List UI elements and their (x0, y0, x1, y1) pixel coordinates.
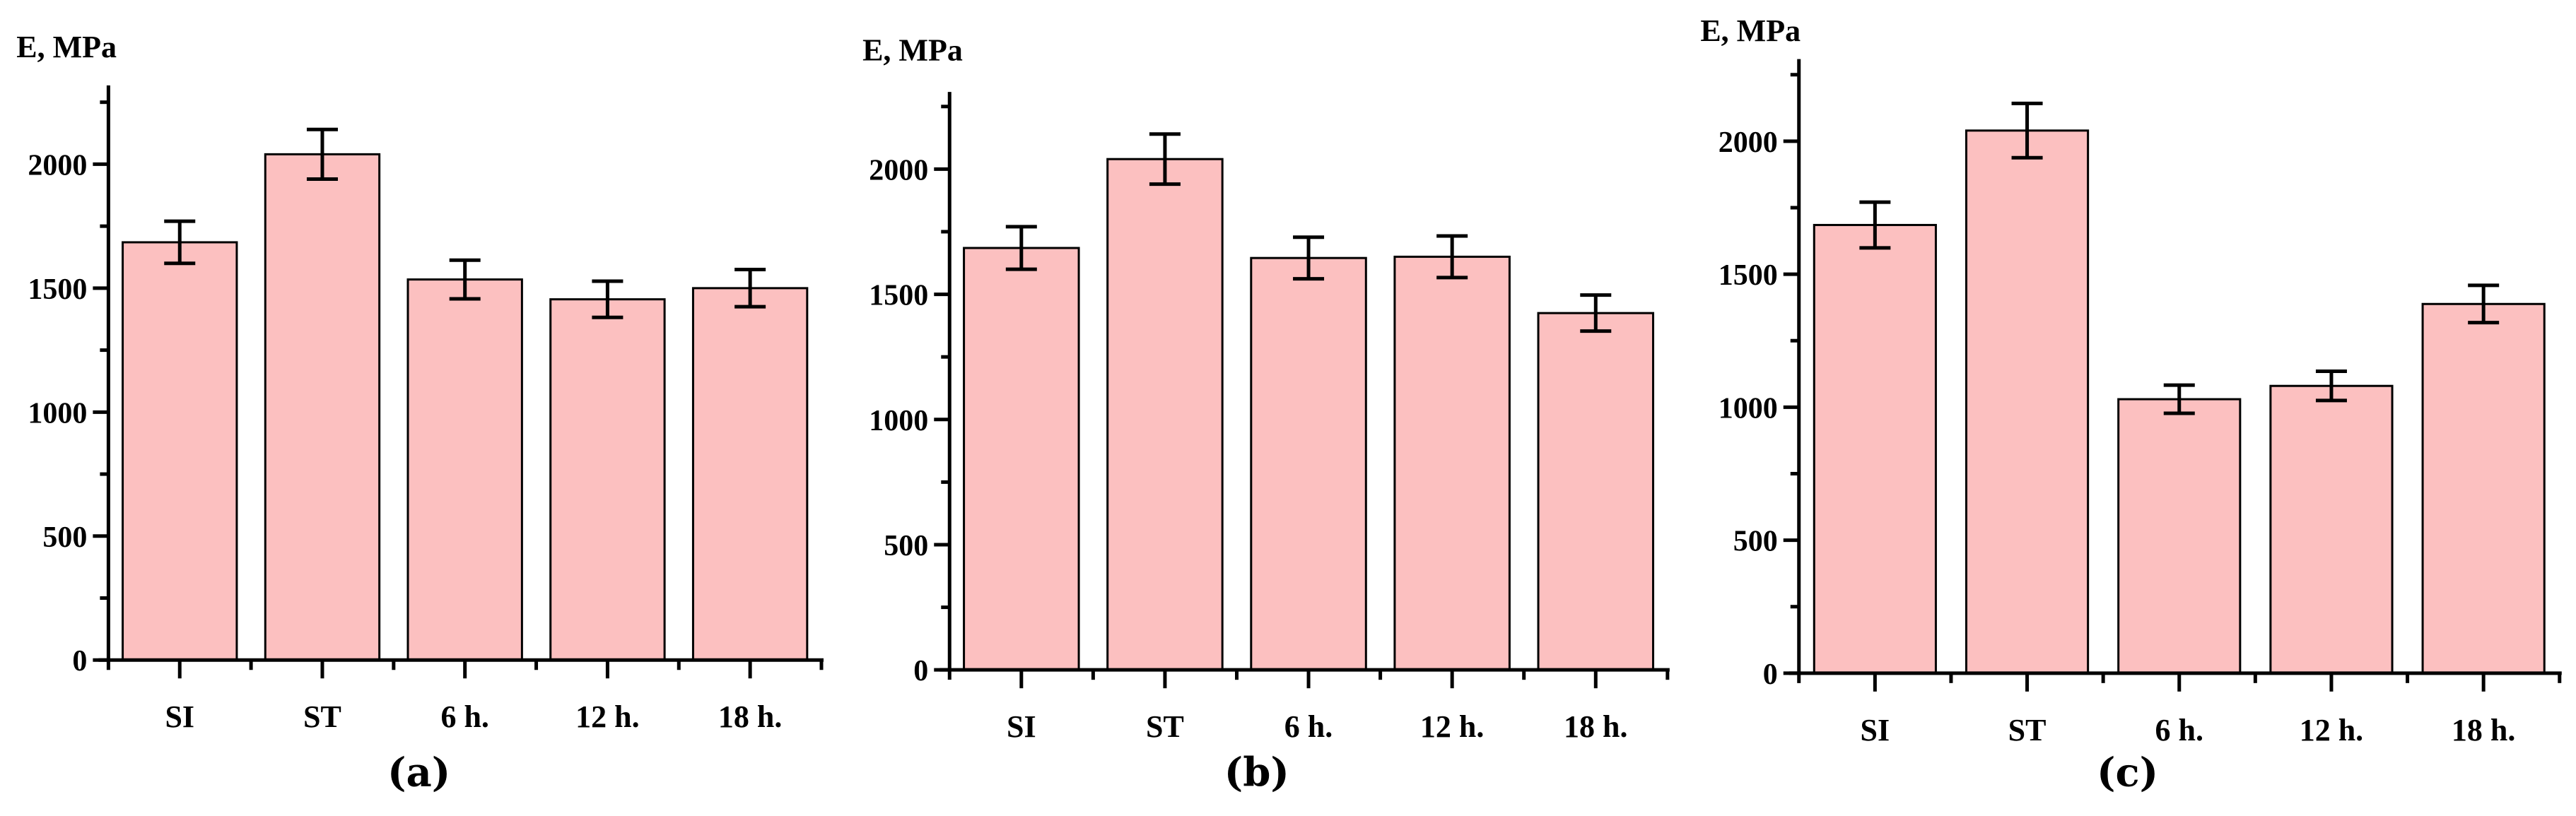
y-tick-label: 1000 (28, 397, 87, 430)
error-bar (1859, 200, 1891, 250)
y-axis-label: E, MPa (1700, 13, 1801, 48)
y-axis-label: E, MPa (16, 30, 117, 64)
x-tick-label: 12 h. (575, 699, 639, 734)
x-tick-label: SI (1007, 709, 1036, 744)
bar-4 (2421, 302, 2546, 675)
y-tick-label: 1000 (869, 405, 928, 437)
y-tick-label: 2000 (28, 149, 87, 182)
y-tick-label: 1500 (1719, 259, 1778, 292)
y-tick-label: 0 (1763, 658, 1778, 691)
x-tick-label: ST (2008, 713, 2047, 747)
chart-panel-a: E, MPa SI ST 6 h. 12 h. 18 h. 0 500 1000 1500 2000… (16, 30, 824, 796)
x-tick-label: 18 h. (1564, 709, 1627, 744)
error-bar (2468, 283, 2500, 325)
y-tick-label: 1500 (28, 273, 87, 306)
bar-1 (1965, 129, 2090, 675)
error-bar (1580, 293, 1612, 333)
error-bar (734, 268, 766, 309)
x-tick-label: 6 h. (440, 699, 488, 734)
bar-2 (1250, 256, 1367, 671)
x-tick-label: 6 h. (1284, 709, 1333, 744)
error-bar (1293, 235, 1325, 281)
y-tick-label: 2000 (1719, 126, 1778, 159)
x-tick-label: ST (1146, 709, 1184, 744)
y-tick-label: 500 (42, 521, 87, 554)
y-tick-label: 2000 (869, 154, 928, 187)
bar-4 (1537, 312, 1655, 671)
y-tick-label: 500 (884, 530, 928, 562)
x-tick-label: 12 h. (2300, 713, 2363, 747)
panel-caption: (b) (1224, 749, 1289, 796)
error-bar (1436, 234, 1468, 280)
x-tick-label: SI (1861, 713, 1890, 747)
error-bar (1005, 225, 1037, 271)
panel-caption: (c) (2097, 749, 2158, 796)
x-tick-label: 18 h. (2452, 713, 2515, 747)
bar-1 (1106, 158, 1224, 671)
x-tick-label: ST (303, 699, 341, 734)
x-tick-label: 18 h. (718, 699, 782, 734)
y-tick-label: 0 (913, 655, 928, 687)
bar-3 (1393, 255, 1511, 671)
bar-0 (122, 241, 238, 661)
y-axis-label: E, MPa (862, 33, 963, 68)
error-bar (2315, 369, 2347, 403)
bar-0 (1813, 223, 1937, 675)
x-tick-label: 6 h. (2155, 713, 2203, 747)
error-bar (2163, 383, 2195, 415)
error-bar (306, 127, 338, 181)
bar-3 (549, 298, 666, 661)
bar-2 (2117, 398, 2242, 675)
x-tick-label: SI (165, 699, 194, 734)
chart-panel-b: E, MPa SI ST 6 h. 12 h. 18 h. 0 500 1000 1500 2000… (862, 33, 1670, 796)
bar-4 (691, 287, 809, 661)
bar-3 (2269, 384, 2394, 675)
chart-panel-c: E, MPa SI ST 6 h. 12 h. 18 h. 0 500 1000 1500 2000… (1700, 13, 2562, 796)
error-bar (1149, 132, 1181, 187)
panel-caption: (a) (387, 749, 450, 796)
y-tick-label: 0 (72, 645, 87, 678)
y-tick-label: 500 (1733, 526, 1778, 558)
error-bar (2011, 101, 2043, 160)
bar-1 (264, 153, 381, 661)
error-bar (592, 279, 623, 319)
x-tick-label: 12 h. (1420, 709, 1484, 744)
error-bar (164, 219, 196, 266)
y-tick-label: 1000 (1719, 392, 1778, 425)
bar-2 (406, 278, 523, 661)
y-tick-label: 1500 (869, 280, 928, 312)
bar-0 (963, 247, 1080, 671)
error-bar (449, 258, 481, 301)
